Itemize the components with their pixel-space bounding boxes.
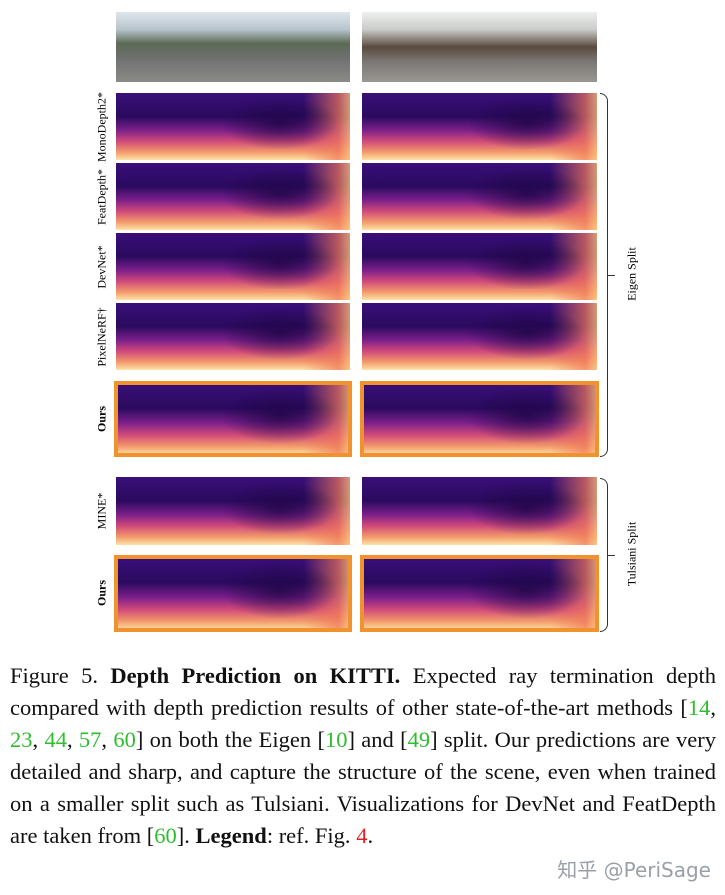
- row-label-mine: MINE*: [94, 492, 109, 530]
- depth-map-monodepth2-left: [116, 93, 350, 160]
- depth-map-monodepth2-right: [362, 93, 597, 160]
- split-label-tulsiani: Tulsiani Split: [624, 521, 639, 587]
- eigen-brace: [600, 93, 615, 457]
- depth-map-ours-eigen-left: [114, 381, 352, 457]
- depth-map-devnet-left: [116, 233, 350, 300]
- depth-map-mine-left: [116, 477, 350, 545]
- input-image-left: [116, 12, 350, 82]
- depth-map-ours-tulsiani-left: [114, 555, 352, 632]
- input-image-right: [362, 12, 597, 82]
- depth-map-ours-tulsiani-right: [360, 555, 599, 632]
- watermark: 知乎 @PeriSage: [557, 858, 711, 882]
- depth-map-mine-right: [362, 477, 597, 545]
- row-label-monodepth2: MonoDepth2*: [94, 92, 109, 162]
- depth-map-featdepth-left: [116, 163, 350, 230]
- figure-caption: Figure 5. Depth Prediction on KITTI. Exp…: [10, 663, 716, 848]
- depth-map-featdepth-right: [362, 163, 597, 230]
- row-label-ours-tulsiani: Ours: [94, 579, 109, 607]
- depth-map-ours-eigen-right: [360, 381, 599, 457]
- row-label-pixelnerf: PixelNeRF†: [94, 307, 109, 367]
- tulsiani-brace: [600, 478, 615, 632]
- row-label-devnet: DevNet*: [94, 245, 109, 289]
- depth-map-devnet-right: [362, 233, 597, 300]
- row-label-featdepth: FeatDepth*: [94, 169, 109, 225]
- split-label-eigen: Eigen Split: [624, 247, 639, 301]
- row-label-ours-eigen: Ours: [94, 405, 109, 433]
- depth-map-pixelnerf-left: [116, 303, 350, 370]
- depth-map-pixelnerf-right: [362, 303, 597, 370]
